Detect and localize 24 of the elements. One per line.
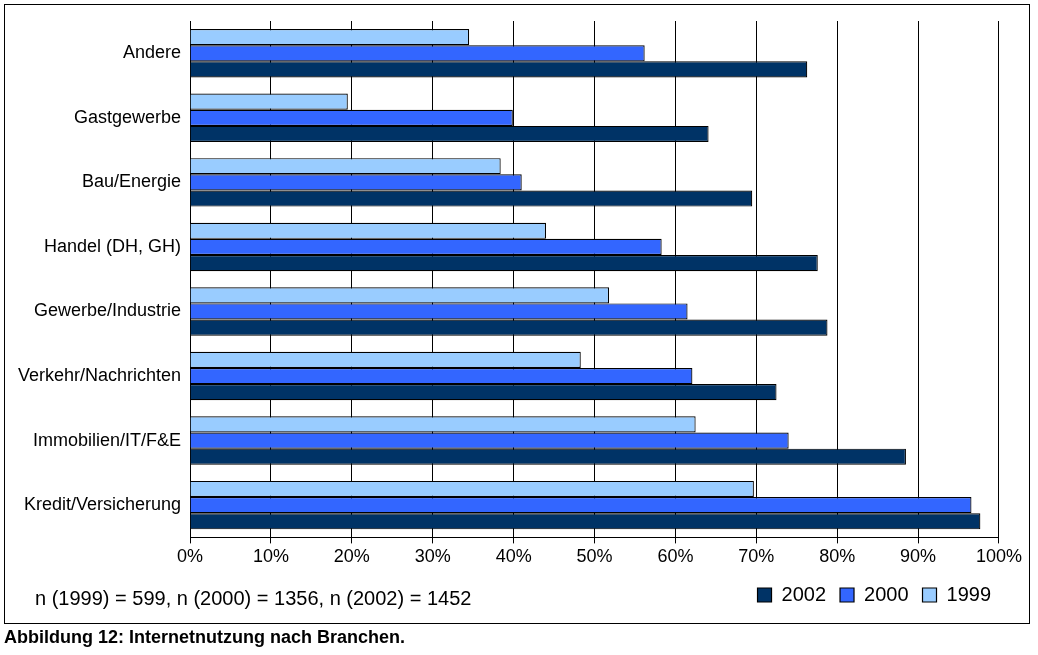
x-tick-label: 80% <box>819 546 856 567</box>
x-tick-label: 50% <box>576 546 613 567</box>
legend-label: 2000 <box>864 582 909 605</box>
x-tick-label: 10% <box>252 546 289 567</box>
x-tick-label: 60% <box>657 546 694 567</box>
x-tick-label: 100% <box>975 546 1022 567</box>
legend-label: 2002 <box>781 582 827 605</box>
y-tick-label: Immobilien/IT/F&E <box>33 429 182 450</box>
x-tick-label: 90% <box>900 546 937 567</box>
y-tick-label: Bau/Energie <box>82 171 182 192</box>
legend-label: 1999 <box>946 582 992 605</box>
x-tick-label: 20% <box>333 546 370 567</box>
y-tick-label: Gewerbe/Industrie <box>34 300 182 321</box>
y-tick-label: Gastgewerbe <box>74 106 182 127</box>
text: Abbildung 12: Internetnutzung nach Branchen. <box>4 627 406 648</box>
y-tick-label: Kredit/Versicherung <box>23 494 182 515</box>
x-tick-label: 0% <box>177 546 204 567</box>
x-tick-label: 70% <box>738 546 775 567</box>
y-tick-label: Handel (DH, GH) <box>44 235 182 256</box>
y-tick-label: Verkehr/Nachrichten <box>17 364 182 385</box>
x-tick-label: 40% <box>495 546 532 567</box>
text: n (1999) = 599, n (2000) = 1356, n (2002) = 1452 <box>35 587 472 610</box>
x-tick-label: 30% <box>414 546 451 567</box>
y-tick-label: Andere <box>123 42 182 63</box>
